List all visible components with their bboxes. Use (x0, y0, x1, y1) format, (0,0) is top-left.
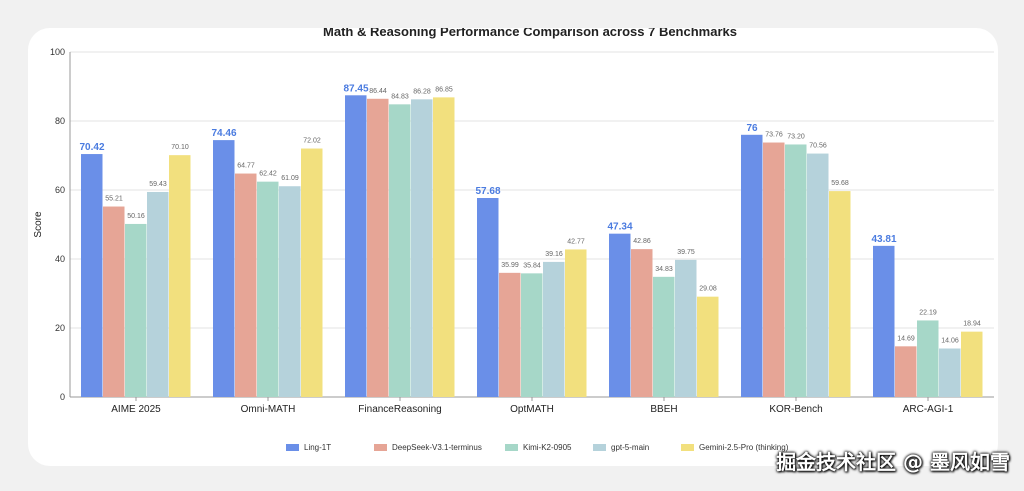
data-label: 72.02 (303, 138, 321, 145)
bar (785, 144, 807, 397)
y-tick-label: 20 (55, 323, 65, 333)
data-label: 43.81 (871, 234, 896, 245)
legend-label: gpt-5-main (611, 443, 649, 452)
bar (961, 331, 983, 397)
bar (235, 173, 257, 397)
legend-swatch (681, 444, 694, 451)
legend-swatch (374, 444, 387, 451)
bar (367, 98, 389, 398)
data-label: 42.86 (633, 238, 651, 245)
legend-label: Kimi-K2-0905 (523, 443, 572, 452)
bar (631, 249, 653, 397)
data-label: 34.83 (655, 266, 673, 273)
y-tick-label: 80 (55, 116, 65, 126)
legend-swatch (593, 444, 606, 451)
data-label: 29.08 (699, 286, 717, 293)
x-tick-label: FinanceReasoning (358, 404, 441, 415)
bar (565, 249, 587, 397)
x-tick-label: KOR-Bench (769, 404, 822, 415)
data-label: 76 (746, 123, 758, 134)
data-label: 14.06 (941, 337, 959, 344)
bar (521, 273, 543, 397)
data-label: 35.84 (523, 262, 541, 269)
chart-title: Math & Reasoning Performance Comparison … (323, 28, 737, 39)
bar-chart: Math & Reasoning Performance Comparison … (33, 28, 994, 452)
data-label: 87.45 (343, 83, 368, 94)
bar (763, 142, 785, 397)
bar (697, 296, 719, 397)
data-label: 74.46 (211, 128, 236, 139)
data-label: 50.16 (127, 213, 145, 220)
bar (147, 191, 169, 397)
y-tick-label: 60 (55, 185, 65, 195)
data-label: 35.99 (501, 262, 519, 269)
legend-label: Ling-1T (304, 443, 331, 452)
bar (895, 346, 917, 397)
bar (829, 191, 851, 397)
bar (345, 95, 367, 398)
bar (257, 181, 279, 397)
data-label: 86.28 (413, 88, 431, 95)
x-tick-label: OptMATH (510, 404, 554, 415)
data-label: 70.56 (809, 143, 827, 150)
bar (873, 245, 895, 397)
bar (741, 134, 763, 398)
y-tick-label: 100 (50, 47, 65, 57)
bar (301, 148, 323, 397)
bar (807, 153, 829, 397)
data-label: 73.76 (765, 132, 783, 139)
bar (411, 99, 433, 398)
x-tick-label: ARC-AGI-1 (903, 404, 954, 415)
legend-swatch (286, 444, 299, 451)
bar (433, 97, 455, 398)
bar (653, 276, 675, 397)
data-label: 84.83 (391, 93, 409, 100)
bar (213, 140, 235, 397)
data-label: 64.77 (237, 163, 255, 170)
bar (499, 272, 521, 397)
bar (675, 259, 697, 397)
x-tick-label: AIME 2025 (111, 404, 161, 415)
data-label: 70.10 (171, 144, 189, 151)
data-label: 14.69 (897, 335, 915, 342)
data-label: 39.16 (545, 251, 563, 258)
y-tick-label: 40 (55, 254, 65, 264)
x-tick-label: Omni-MATH (241, 404, 296, 415)
data-label: 39.75 (677, 249, 695, 256)
bar (103, 206, 125, 397)
data-label: 86.85 (435, 86, 453, 93)
data-label: 18.94 (963, 321, 981, 328)
data-label: 73.20 (787, 133, 805, 140)
data-label: 62.42 (259, 171, 277, 178)
bar (279, 186, 301, 397)
bar (81, 154, 103, 397)
x-tick-label: BBEH (650, 404, 677, 415)
data-label: 59.43 (149, 181, 167, 188)
y-axis-label: Score (33, 211, 44, 238)
data-label: 86.44 (369, 88, 387, 95)
bar (477, 198, 499, 397)
data-label: 55.21 (105, 196, 123, 203)
legend-label: DeepSeek-V3.1-terminus (392, 443, 482, 452)
data-label: 47.34 (607, 222, 632, 233)
bar (125, 223, 147, 397)
bar (543, 261, 565, 397)
data-label: 61.09 (281, 175, 299, 182)
bar (169, 155, 191, 397)
legend-label: Gemini-2.5-Pro (thinking) (699, 443, 789, 452)
y-tick-label: 0 (60, 392, 65, 402)
bar (389, 104, 411, 398)
bar (917, 320, 939, 397)
data-label: 42.77 (567, 238, 585, 245)
data-label: 57.68 (475, 186, 500, 197)
data-label: 22.19 (919, 309, 937, 316)
legend-swatch (505, 444, 518, 451)
chart-card: Math & Reasoning Performance Comparison … (28, 28, 998, 466)
data-label: 59.68 (831, 180, 849, 187)
bar (939, 348, 961, 397)
watermark: 掘金技术社区 @ 墨风如雪 (776, 450, 1010, 474)
data-label: 70.42 (79, 142, 104, 153)
bar (609, 233, 631, 397)
